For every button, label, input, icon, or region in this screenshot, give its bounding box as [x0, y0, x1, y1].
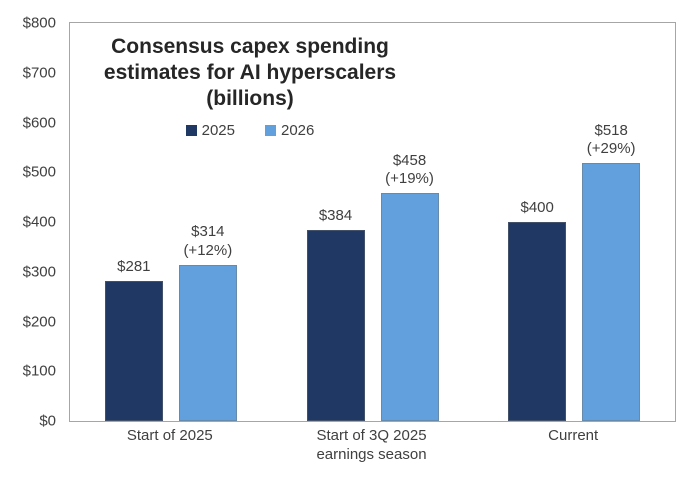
y-tick-label: $200: [22, 313, 56, 330]
x-axis-label: Current: [472, 427, 674, 465]
bar-group: $281 $314 (+12%): [70, 23, 272, 421]
y-axis: $800 $700 $600 $500 $400 $300 $200 $100 $0: [0, 15, 56, 430]
legend: 2025 2026: [70, 122, 430, 139]
data-label-line-2: (+12%): [183, 241, 233, 259]
bar-column-2026: $314 (+12%): [178, 23, 237, 421]
legend-swatch-2026: [265, 125, 276, 136]
x-axis-label-line-1: Current: [548, 427, 599, 444]
legend-swatch-2025: [185, 125, 197, 136]
bar-column-2025: $384: [306, 23, 365, 421]
bar-2025: [306, 229, 365, 421]
x-axis-label: Start of 2025: [69, 427, 271, 465]
y-tick-label: $0: [39, 412, 56, 430]
data-label: $281: [117, 258, 150, 276]
data-label: $458 (+19%): [385, 152, 434, 189]
legend-item-2025: 2025: [185, 122, 235, 139]
legend-item-2026: 2026: [265, 122, 314, 139]
bar-2026: [582, 163, 641, 421]
y-tick-label: $100: [22, 362, 56, 380]
data-label-line-1: $400: [520, 198, 554, 216]
bar-group: $384 $458 (+19%): [272, 23, 474, 421]
x-axis-label-line-1: Start of 2025: [126, 427, 213, 444]
bar-column-2025: $281: [104, 23, 163, 421]
bar-2026: [380, 193, 439, 421]
data-label: $400: [520, 199, 553, 217]
y-tick-label: $700: [22, 64, 56, 82]
chart-title-line-3: (billions): [206, 86, 294, 110]
legend-label: 2025: [201, 122, 235, 139]
data-label: $384: [319, 207, 352, 225]
y-tick-label: $400: [22, 213, 56, 231]
data-label-line-1: $518: [594, 121, 628, 139]
y-tick-label: $300: [22, 263, 56, 281]
bar-column-2026: $518 (+29%): [582, 23, 641, 421]
data-label-line-1: $281: [117, 257, 151, 275]
data-label-line-1: $384: [318, 206, 353, 224]
y-tick-label: $500: [22, 163, 56, 181]
x-axis-label-line-2: earnings season: [316, 445, 427, 463]
data-label-line-2: (+19%): [385, 169, 434, 187]
data-label: $314 (+12%): [183, 223, 232, 260]
x-axis-label-line-1: Start of 3Q 2025: [316, 427, 427, 444]
bar-group: $400 $518 (+29%): [473, 23, 675, 421]
x-axis-label: Start of 3Q 2025 earnings season: [271, 427, 473, 465]
x-axis: Start of 2025 Start of 3Q 2025 earnings se…: [69, 427, 674, 465]
chart-title: Consensus capex spending estimates for AI…: [80, 34, 420, 111]
data-label-line-1: $314: [191, 223, 225, 241]
bar-2025: [104, 281, 163, 421]
y-tick-label: $600: [22, 114, 56, 131]
bar-column-2026: $458 (+19%): [380, 23, 439, 421]
bar-column-2025: $400: [508, 23, 567, 421]
legend-label: 2026: [281, 122, 315, 139]
chart-title-line-1: Consensus capex spending: [111, 35, 389, 58]
bar-2026: [178, 264, 237, 421]
bar-2025: [508, 222, 567, 421]
plot-area: Consensus capex spending estimates for AI…: [69, 22, 676, 422]
y-tick-label: $800: [22, 14, 56, 32]
bar-groups: $281 $314 (+12%) $384 $458 (+19%) $400 $518 (+29…: [70, 23, 675, 421]
data-label: $518 (+29%): [587, 122, 636, 159]
chart-title-line-2: estimates for AI hyperscalers: [103, 60, 397, 84]
data-label-line-2: (+29%): [586, 140, 636, 157]
data-label-line-1: $458: [392, 151, 427, 169]
